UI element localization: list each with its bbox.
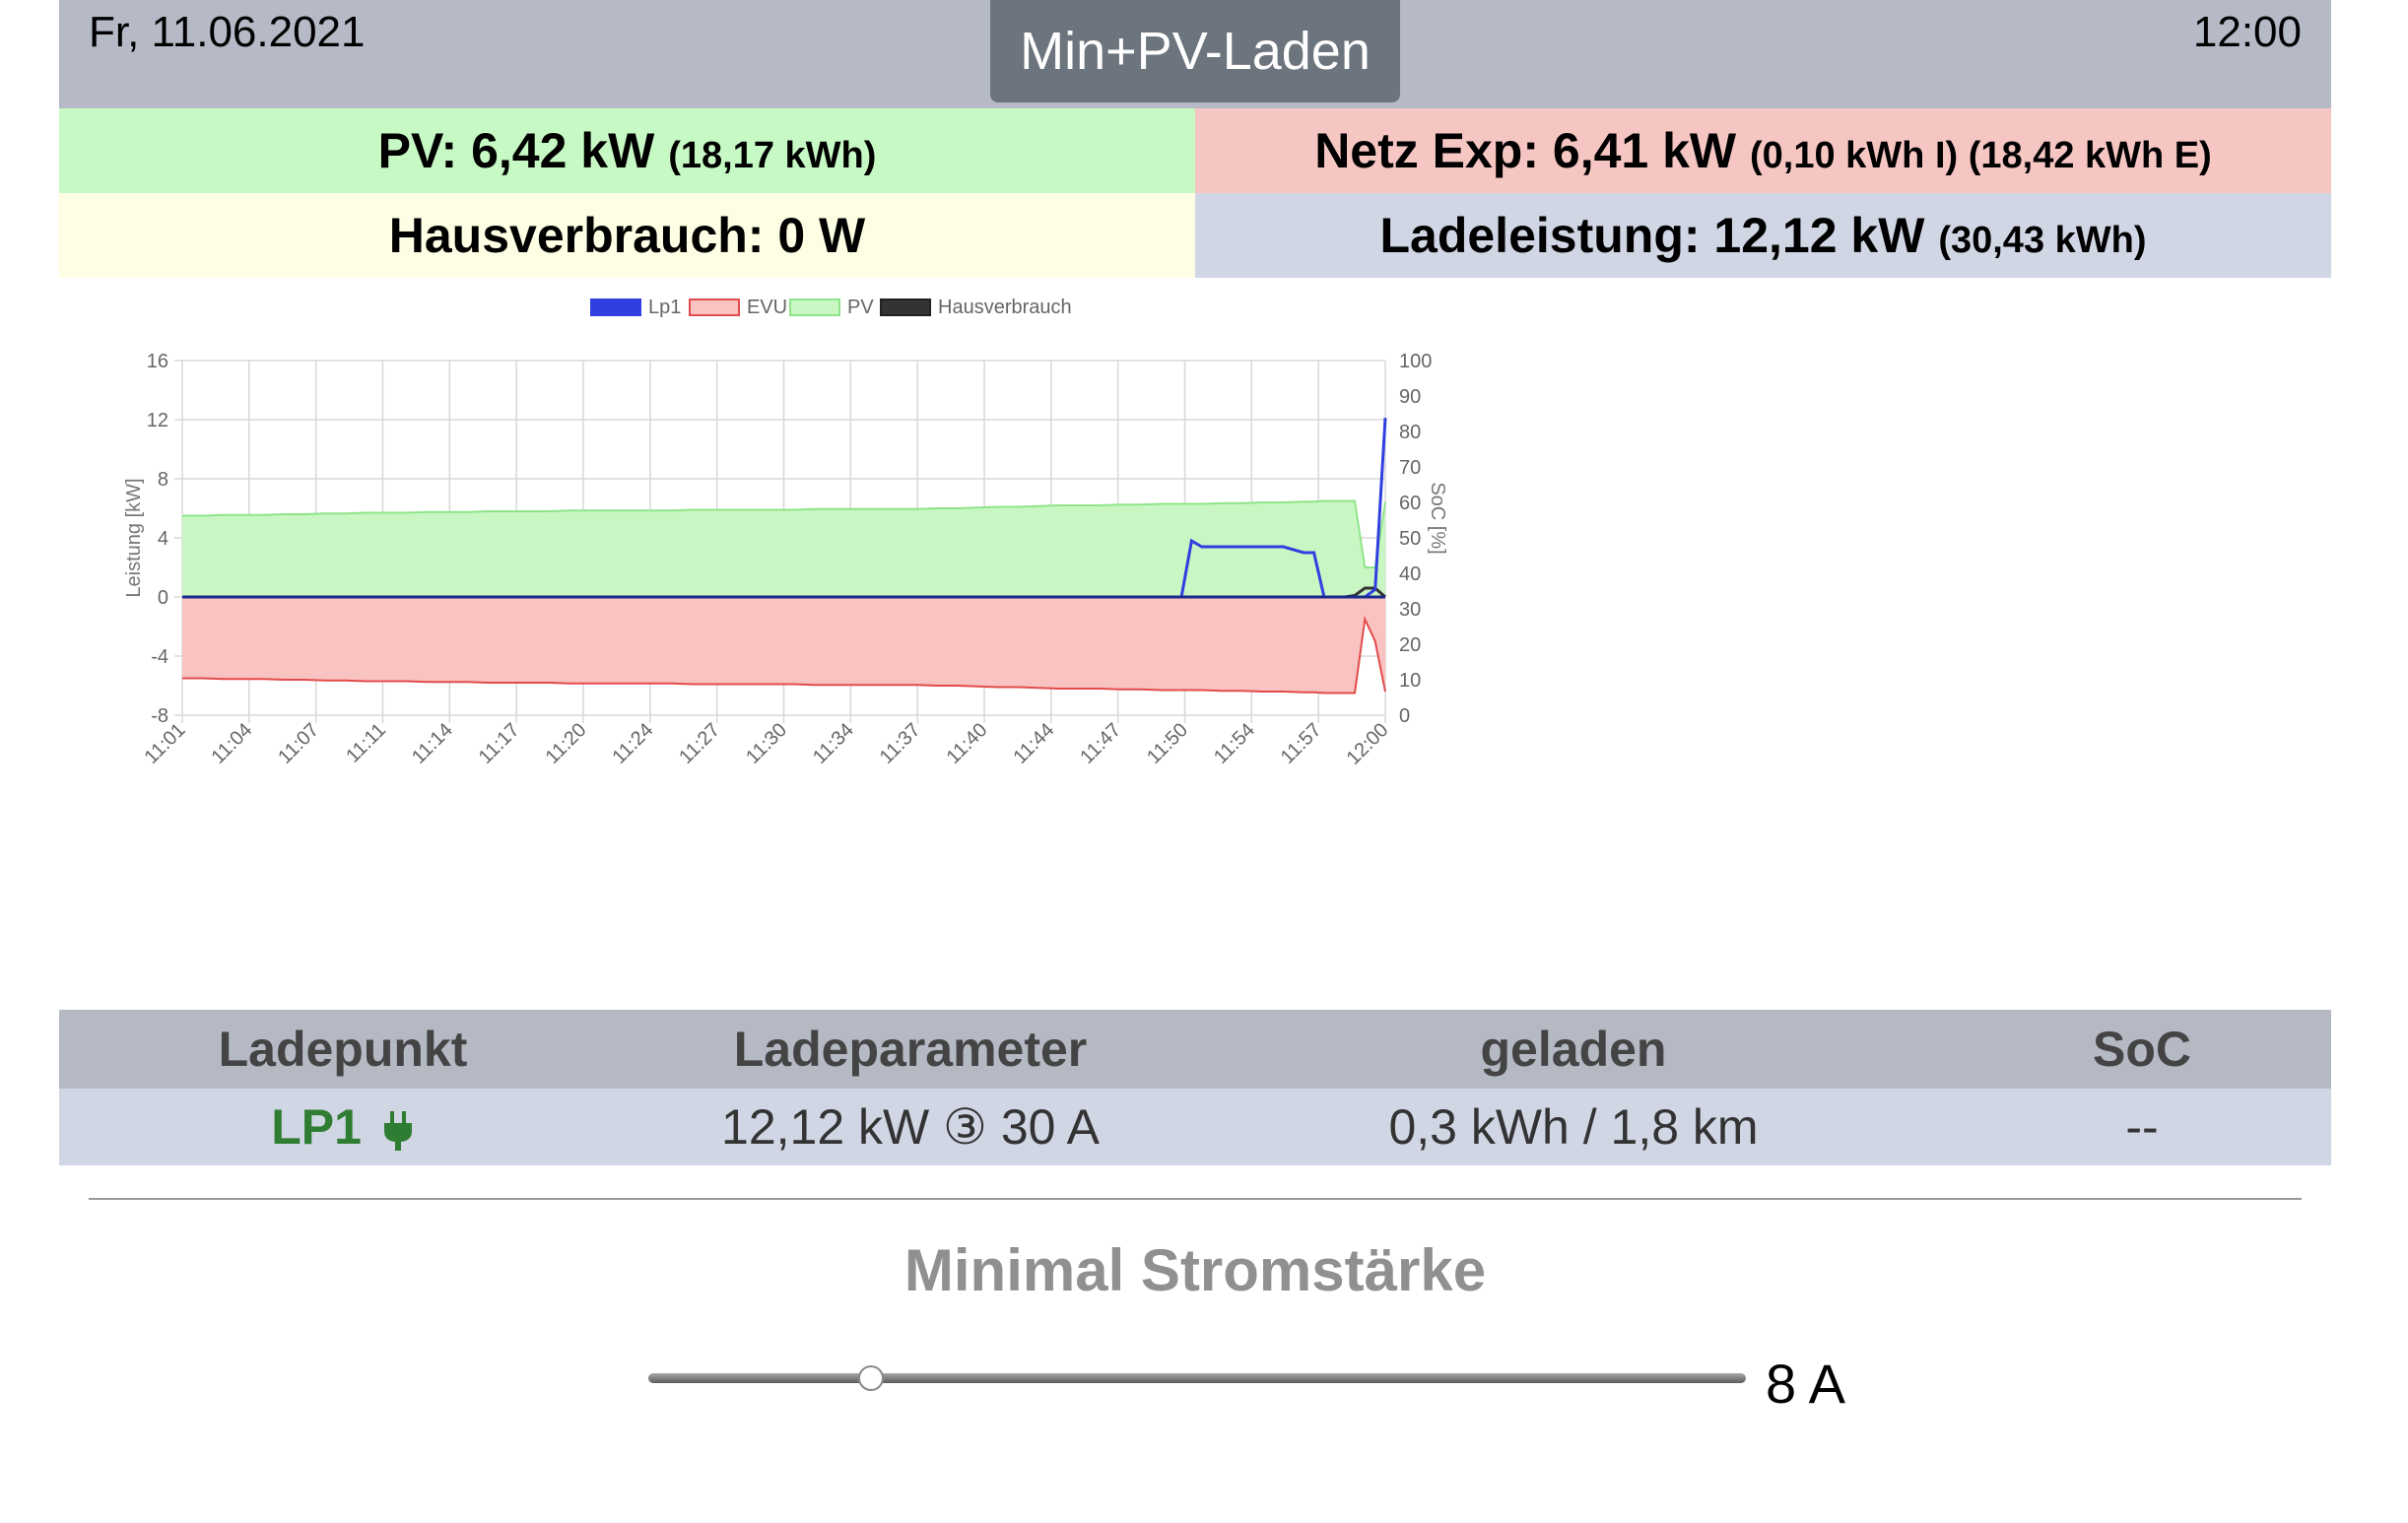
- slider-track[interactable]: [648, 1373, 1746, 1383]
- x-tick-label: 11:04: [207, 719, 256, 768]
- chargepoint-row[interactable]: LP1 12,12 kW ③ 30 A 0,3 kWh / 1,8 km --: [59, 1089, 2331, 1165]
- x-tick-label: 11:24: [608, 719, 657, 768]
- legend-label-evu: EVU: [747, 297, 787, 318]
- header-soc: SoC: [2093, 1022, 2191, 1077]
- time-label: 12:00: [2192, 8, 2302, 56]
- min-current-title: Minimal Stromstärke: [903, 1237, 1487, 1303]
- y-tick-label: 0: [158, 587, 168, 609]
- x-tick-label: 11:30: [742, 719, 791, 768]
- y2-tick-label: 50: [1399, 528, 1421, 550]
- soc-value: --: [2125, 1099, 2159, 1155]
- evu-area: [182, 597, 1385, 694]
- legend-swatch-pv: [789, 298, 840, 316]
- summary-row-1: PV: 6,42 kW (18,17 kWh) Netz Exp: 6,41 k…: [59, 108, 2331, 193]
- y2-tick-label: 0: [1399, 705, 1410, 727]
- y2-tick-label: 40: [1399, 563, 1421, 585]
- y2-tick-label: 60: [1399, 493, 1421, 514]
- evu-line: [182, 615, 1386, 695]
- header-geladen: geladen: [1480, 1022, 1667, 1077]
- pv-power: PV: 6,42 kW: [377, 123, 655, 178]
- x-tick-label: 11:27: [675, 719, 724, 768]
- y-tick-label: 12: [147, 410, 168, 431]
- x-tick-label: 11:50: [1143, 719, 1192, 768]
- y-tick-label: -8: [151, 705, 168, 727]
- header-ladepunkt: Ladepunkt: [218, 1022, 468, 1077]
- legend-label-lp1: Lp1: [648, 297, 681, 318]
- charged-amount: 0,3 kWh / 1,8 km: [1388, 1099, 1759, 1155]
- pv-summary: PV: 6,42 kW (18,17 kWh): [59, 108, 1195, 193]
- grid-summary: Netz Exp: 6,41 kW (0,10 kWh I) (18,42 kW…: [1195, 108, 2331, 193]
- pv-energy: (18,17 kWh): [668, 135, 877, 176]
- top-bar: Fr, 11.06.2021 Min+PV-Laden 12:00: [59, 0, 2331, 108]
- header-ladeparameter: Ladeparameter: [733, 1022, 1088, 1077]
- grid-power: Netz Exp: 6,41 kW: [1314, 123, 1737, 178]
- charge-power-summary: Ladeleistung: 12,12 kW (30,43 kWh): [1195, 193, 2331, 278]
- x-tick-label: 11:14: [408, 719, 457, 768]
- chargepoint-table-header: Ladepunkt Ladeparameter geladen SoC: [59, 1010, 2331, 1089]
- x-tick-label: 11:07: [274, 719, 323, 768]
- legend-label-pv: PV: [847, 297, 874, 318]
- legend-swatch-evu: [689, 298, 740, 316]
- x-tick-label: 11:17: [475, 719, 524, 768]
- charge-energy: (30,43 kWh): [1938, 220, 2147, 261]
- x-tick-label: 11:47: [1076, 719, 1125, 768]
- legend-label-hausverbrauch: Hausverbrauch: [938, 297, 1072, 318]
- y2-tick-label: 70: [1399, 457, 1421, 479]
- y-tick-label: 8: [158, 469, 168, 491]
- legend-swatch-hausverbrauch: [880, 298, 931, 316]
- charge-power: Ladeleistung: 12,12 kW: [1379, 208, 1925, 263]
- x-tick-label: 11:11: [342, 719, 390, 767]
- pv-area: [182, 500, 1385, 597]
- legend-swatch-lp1: [590, 298, 641, 316]
- y-axis-title: Leistung [kW]: [123, 478, 145, 597]
- summary-row-2: Hausverbrauch: 0 W Ladeleistung: 12,12 k…: [59, 193, 2331, 278]
- y2-tick-label: 10: [1399, 670, 1421, 692]
- y2-tick-label: 100: [1399, 351, 1432, 372]
- house-consumption-summary: Hausverbrauch: 0 W: [59, 193, 1195, 278]
- min-current-slider[interactable]: [648, 1362, 1746, 1396]
- x-tick-label: 11:57: [1277, 719, 1326, 768]
- pv-line: [182, 499, 1386, 568]
- plug-icon: [383, 1110, 412, 1151]
- date-label: Fr, 11.06.2021: [89, 8, 366, 56]
- min-current-value: 8 A: [1766, 1353, 1845, 1415]
- x-tick-label: 11:34: [809, 719, 858, 768]
- x-tick-label: 11:44: [1009, 719, 1058, 768]
- x-tick-label: 11:37: [876, 719, 925, 768]
- charge-parameter: 12,12 kW ③ 30 A: [721, 1099, 1100, 1155]
- charge-mode-button[interactable]: Min+PV-Laden: [990, 0, 1400, 102]
- y2-tick-label: 90: [1399, 386, 1421, 408]
- grid-energy: (0,10 kWh I) (18,42 kWh E): [1750, 135, 2212, 176]
- y2-tick-label: 20: [1399, 634, 1421, 656]
- y2-tick-label: 80: [1399, 422, 1421, 443]
- divider: [89, 1198, 2302, 1200]
- x-tick-label: 11:20: [542, 719, 591, 768]
- chargepoint-name[interactable]: LP1: [271, 1099, 362, 1155]
- y-tick-label: -4: [151, 646, 168, 668]
- chargepoint-name-cell[interactable]: LP1: [59, 1089, 627, 1165]
- x-tick-label: 12:00: [1343, 719, 1393, 769]
- x-tick-label: 11:54: [1210, 719, 1259, 768]
- y2-axis-title: SoC [%]: [1427, 482, 1448, 554]
- x-tick-label: 11:40: [943, 719, 992, 768]
- y-tick-label: 4: [158, 528, 168, 550]
- slider-thumb[interactable]: [857, 1365, 884, 1391]
- house-consumption: Hausverbrauch: 0 W: [388, 208, 866, 263]
- y2-tick-label: 30: [1399, 599, 1421, 621]
- y-tick-label: 16: [147, 351, 168, 372]
